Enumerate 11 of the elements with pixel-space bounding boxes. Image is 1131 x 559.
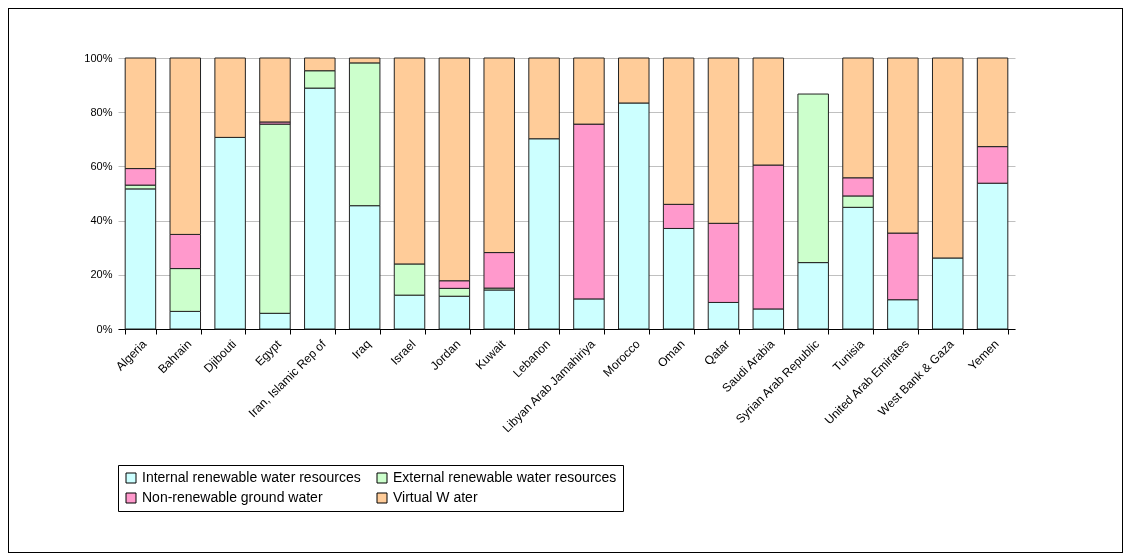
y-tick-label: 40%: [90, 214, 113, 227]
legend-label: Internal renewable water resources: [142, 469, 361, 485]
legend-label: Virtual W ater: [393, 489, 478, 505]
y-tick-label: 100%: [84, 51, 113, 64]
y-tick-label: 20%: [90, 268, 113, 281]
y-tick-label: 80%: [90, 105, 113, 118]
legend-label: Non-renewable ground water: [142, 489, 323, 505]
legend-label: External renewable water resources: [393, 469, 617, 485]
y-tick-label: 60%: [90, 159, 113, 172]
x-tick-label: Iraq: [349, 337, 374, 362]
y-tick-label: 0%: [96, 322, 113, 335]
